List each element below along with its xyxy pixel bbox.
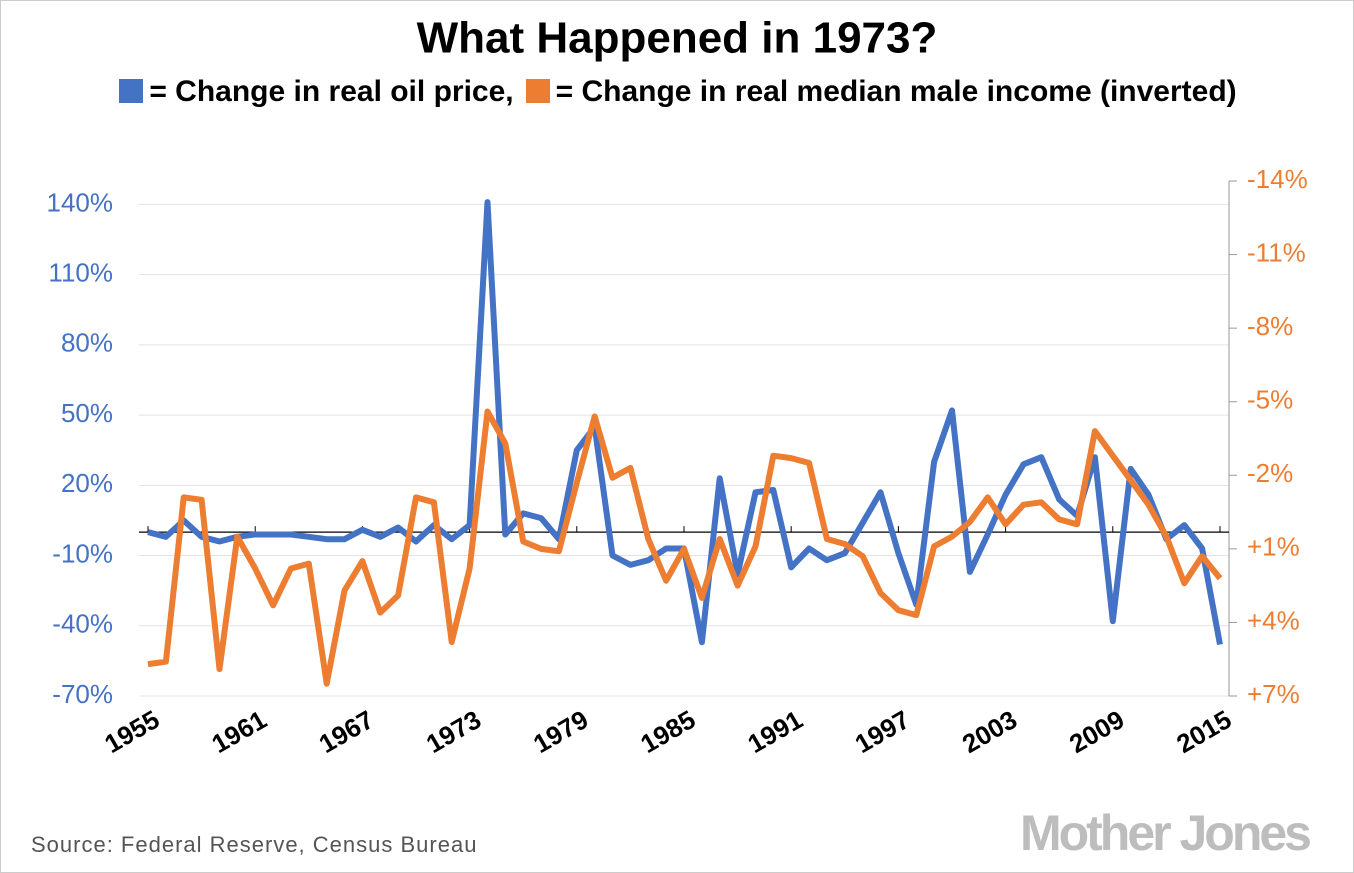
x-tick-label: 1997 bbox=[850, 704, 915, 759]
x-tick-label: 1967 bbox=[314, 704, 379, 759]
logo: Mother Jones bbox=[1020, 805, 1310, 861]
y-tick-label: -10% bbox=[52, 538, 113, 568]
y2-tick-label: -8% bbox=[1247, 311, 1293, 341]
y-tick-label: 50% bbox=[61, 398, 113, 428]
x-tick-label: 1985 bbox=[635, 704, 700, 759]
x-tick-label: 2003 bbox=[957, 704, 1022, 759]
y2-tick-label: +1% bbox=[1247, 532, 1300, 562]
chart-title: What Happened in 1973? bbox=[417, 14, 938, 63]
y2-tick-label: -2% bbox=[1247, 458, 1293, 488]
y2-tick-label: -11% bbox=[1247, 237, 1306, 267]
y2-tick-label: -14% bbox=[1247, 164, 1308, 194]
y2-tick-label: +7% bbox=[1247, 679, 1300, 709]
x-tick-label: 1979 bbox=[528, 704, 593, 759]
legend-label: = Change in real oil price, bbox=[149, 75, 514, 108]
y-tick-label: -70% bbox=[52, 679, 113, 709]
x-tick-label: 1973 bbox=[421, 704, 486, 759]
y-tick-label: 20% bbox=[61, 468, 113, 498]
x-tick-label: 1961 bbox=[207, 704, 272, 759]
x-tick-label: 1991 bbox=[743, 704, 808, 759]
series-line bbox=[147, 408, 1223, 687]
x-tick-label: 2009 bbox=[1064, 704, 1129, 759]
y2-tick-label: -5% bbox=[1247, 385, 1293, 415]
y2-tick-label: +4% bbox=[1247, 605, 1300, 635]
y-tick-label: 140% bbox=[47, 187, 114, 217]
legend: = Change in real oil price, = Change in r… bbox=[1, 75, 1353, 109]
legend-label: = Change in real median male income (inv… bbox=[555, 75, 1237, 108]
legend-swatch bbox=[525, 79, 550, 103]
x-tick-label: 1955 bbox=[99, 704, 164, 759]
x-tick-label: 2015 bbox=[1171, 704, 1236, 759]
legend-swatch bbox=[119, 79, 144, 103]
y-tick-label: 80% bbox=[61, 328, 113, 358]
source-note: Source: Federal Reserve, Census Bureau bbox=[31, 832, 477, 857]
y-tick-label: 110% bbox=[48, 258, 113, 288]
y-tick-label: -40% bbox=[52, 609, 113, 639]
